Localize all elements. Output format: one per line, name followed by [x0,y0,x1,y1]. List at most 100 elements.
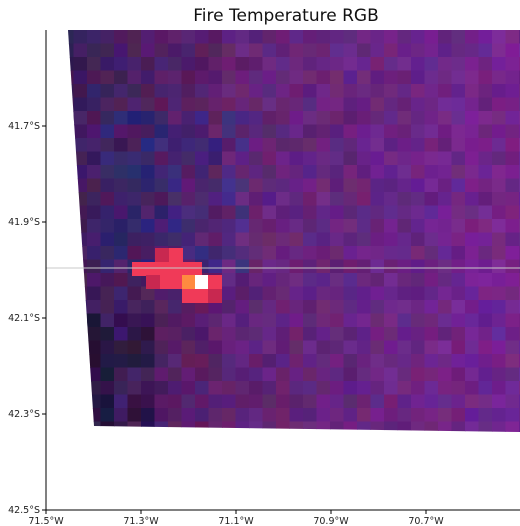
swath-pixel [330,43,345,58]
swath-pixel [289,178,304,193]
swath-pixel [357,151,372,166]
swath-pixel [370,246,385,261]
swath-pixel [249,43,264,58]
swath-pixel [316,286,331,301]
swath-pixel [127,178,142,193]
swath-pixel [127,394,142,409]
swath-pixel [208,151,223,166]
swath-pixel [492,219,507,234]
swath-pixel [87,327,102,342]
swath-pixel [222,111,237,126]
swath-pixel [343,30,358,45]
swath-pixel [424,354,439,369]
swath-pixel [384,367,399,382]
swath-pixel [127,246,142,261]
swath-pixel [289,57,304,72]
swath-pixel [114,97,129,112]
swath-pixel [478,219,493,234]
swath-pixel [249,138,264,153]
swath-pixel [505,43,520,58]
swath-pixel [451,381,466,396]
swath-pixel [249,246,264,261]
swath-pixel [492,286,507,301]
swath-pixel [141,192,156,207]
swath-pixel [195,205,210,220]
swath-pixel [438,354,453,369]
swath-pixel [424,313,439,328]
swath-pixel [316,57,331,72]
swath-pixel [505,354,520,369]
swath-pixel [316,124,331,139]
swath-pixel [492,327,507,342]
swath-pixel [303,273,318,288]
swath-pixel [114,84,129,99]
swath-pixel [411,354,426,369]
swath-pixel [505,340,520,355]
swath-pixel [505,394,520,409]
swath-pixel [505,246,520,261]
swath-pixel [505,165,520,180]
swath-pixel [222,340,237,355]
swath-pixel [168,124,183,139]
swath-pixel [114,327,129,342]
swath-pixel [208,111,223,126]
swath-pixel [343,43,358,58]
swath-pixel [235,286,250,301]
swath-pixel [181,84,196,99]
swath-pixel [424,124,439,139]
swath-pixel [168,70,183,85]
swath-pixel [262,259,277,274]
swath-pixel [195,165,210,180]
swath-pixel [330,246,345,261]
swath-pixel [127,57,142,72]
swath-pixel [87,84,102,99]
swath-pixel [289,286,304,301]
swath-pixel [195,111,210,126]
swath-pixel [235,408,250,423]
swath-pixel [384,57,399,72]
swath-pixel [127,273,142,288]
swath-pixel [168,43,183,58]
swath-pixel [100,111,115,126]
swath-pixel [141,408,156,423]
swath-pixel [262,421,277,432]
swath-pixel [330,97,345,112]
swath-pixel [505,313,520,328]
swath-pixel [249,57,264,72]
swath-pixel [141,421,156,432]
swath-pixel [465,340,480,355]
swath-pixel [195,57,210,72]
swath-pixel [424,246,439,261]
swath-pixel [222,286,237,301]
swath-pixel [222,70,237,85]
swath-pixel [330,273,345,288]
swath-pixel [384,421,399,432]
swath-pixel [384,138,399,153]
swath-pixel [73,30,88,45]
swath-pixel [465,43,480,58]
swath-pixel [330,165,345,180]
swath-pixel [181,232,196,247]
swath-pixel [465,30,480,45]
swath-pixel [127,165,142,180]
swath-pixel [384,259,399,274]
swath-pixel [357,394,372,409]
swath-pixel [316,111,331,126]
fire-pixel [146,262,160,276]
swath-pixel [465,394,480,409]
swath-pixel [262,394,277,409]
swath-pixel [411,232,426,247]
swath-pixel [438,327,453,342]
swath-pixel [87,97,102,112]
swath-pixel [451,259,466,274]
swath-pixel [343,273,358,288]
swath-pixel [465,381,480,396]
swath-pixel [424,232,439,247]
swath-pixel [127,30,142,45]
swath-pixel [262,273,277,288]
swath-pixel [465,259,480,274]
swath-pixel [478,300,493,315]
swath-pixel [303,57,318,72]
swath-pixel [235,354,250,369]
swath-pixel [87,43,102,58]
